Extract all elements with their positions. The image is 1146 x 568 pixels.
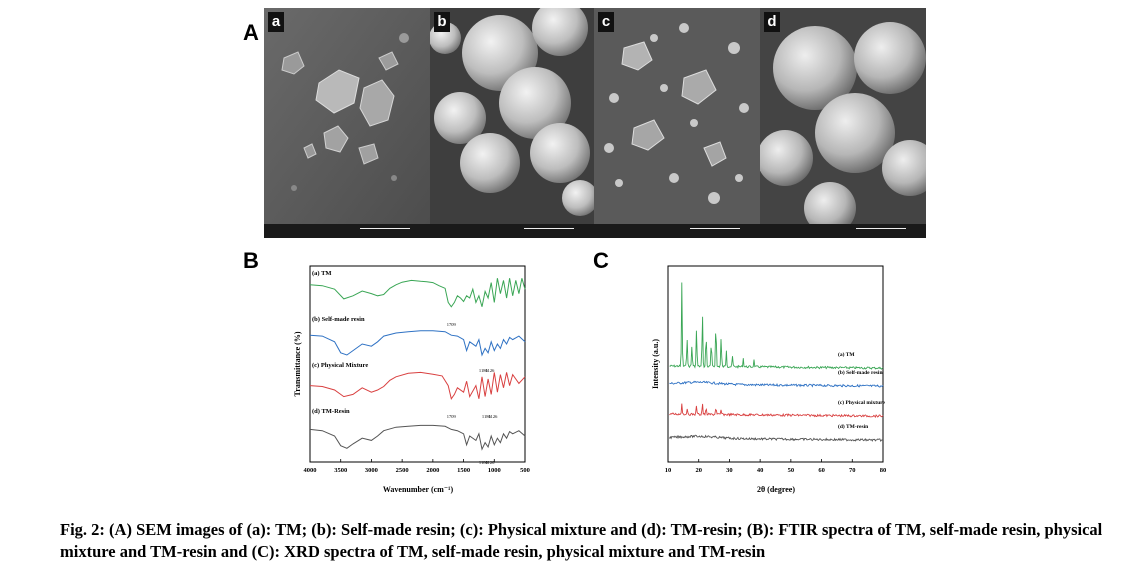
xrd-y-axis-label: Intensity (a.u.)	[651, 339, 660, 389]
xrd-plot-frame	[667, 265, 884, 463]
ftir-x-tick-label: 3000	[365, 467, 378, 474]
sem-image-tm-resin: d	[760, 8, 926, 238]
ftir-peak-annotation: 1709	[447, 322, 457, 327]
ftir-x-tick-label: 2000	[426, 467, 439, 474]
xrd-series-label: (a) TM	[838, 351, 855, 358]
sem-label-d: d	[764, 12, 780, 32]
ftir-series-label: (c) Physical Mixture	[312, 362, 368, 369]
xrd-tick-group: 10 20 30 40 50 60 70 80	[665, 459, 887, 474]
xrd-x-tick-label: 60	[818, 467, 825, 474]
ftir-peak-annotation: 1126	[489, 414, 499, 419]
xrd-x-tick-label: 70	[849, 467, 856, 474]
ftir-x-tick-label: 3500	[334, 467, 347, 474]
xrd-x-axis-label: 2θ (degree)	[757, 485, 795, 494]
sem-info-bar	[264, 224, 430, 238]
xrd-series-line	[669, 434, 884, 442]
sem-image-strip: a b	[264, 8, 926, 238]
xrd-chart: (a) TM (b) Self-made resin (c) Physical mi…	[651, 265, 887, 494]
xrd-x-tick-label: 20	[695, 467, 702, 474]
sem-label-c: c	[598, 12, 614, 32]
ftir-peak-annotation: 1126	[486, 368, 496, 373]
ftir-x-tick-label: 2500	[396, 467, 409, 474]
xrd-series-label: (b) Self-made resin	[838, 369, 883, 376]
sem-mixture-micrograph	[594, 8, 760, 238]
ftir-peak-annotation: 1126	[486, 460, 496, 465]
sem-resin-micrograph	[430, 8, 594, 238]
ftir-series-line	[309, 278, 526, 308]
ftir-series-label: (d) TM-Resin	[312, 408, 350, 415]
sem-image-self-made-resin: b	[430, 8, 594, 238]
ftir-series-line	[309, 330, 526, 357]
ftir-peak-annotation: 1186	[479, 368, 489, 373]
ftir-series-label: (b) Self-made resin	[312, 316, 365, 323]
ftir-plot-frame	[309, 265, 526, 463]
ftir-x-axis-label: Wavenumber (cm⁻¹)	[383, 485, 454, 494]
sem-info-bar	[760, 224, 926, 238]
xrd-series-line	[669, 282, 884, 370]
xrd-series-group: (a) TM (b) Self-made resin (c) Physical mi…	[669, 282, 886, 442]
xrd-series-label: (c) Physical mixture	[838, 399, 886, 406]
ftir-series-line	[309, 371, 526, 400]
xrd-series-line	[669, 380, 884, 388]
xrd-series-line	[669, 403, 884, 419]
ftir-peak-annotation: 1709	[447, 414, 457, 419]
sem-label-a: a	[268, 12, 284, 32]
ftir-series-line	[309, 424, 526, 451]
xrd-series-label: (d) TM-resin	[838, 423, 868, 430]
ftir-x-tick-label: 1000	[488, 467, 501, 474]
sem-image-tm: a	[264, 8, 430, 238]
ftir-series-label: (a) TM	[312, 270, 332, 277]
xrd-x-tick-label: 30	[726, 467, 733, 474]
ftir-peak-annotation: 1186	[482, 414, 492, 419]
xrd-x-tick-label: 50	[788, 467, 795, 474]
xrd-x-tick-label: 80	[880, 467, 887, 474]
ftir-x-tick-label: 4000	[304, 467, 317, 474]
sem-tm-micrograph	[264, 8, 430, 238]
ftir-x-tick-label: 500	[520, 467, 530, 474]
xrd-x-tick-label: 40	[757, 467, 764, 474]
ftir-tick-group: 4000 3500 3000 2500 2000 1500 1000 500	[304, 459, 530, 474]
xrd-x-tick-label: 10	[665, 467, 672, 474]
sem-info-bar	[594, 224, 760, 238]
ftir-x-tick-label: 1500	[457, 467, 470, 474]
sem-tm-resin-micrograph	[760, 8, 926, 238]
panel-b-letter: B	[243, 248, 259, 273]
panel-c-letter: C	[593, 248, 609, 273]
sem-info-bar	[430, 224, 594, 238]
ftir-peak-annotation: 1186	[479, 460, 489, 465]
panel-a-letter: A	[243, 20, 259, 45]
ftir-y-axis-label: Transmittance (%)	[293, 331, 302, 396]
figure-caption: Fig. 2: (A) SEM images of (a): TM; (b): …	[60, 520, 1103, 561]
sem-image-physical-mixture: c	[594, 8, 760, 238]
sem-label-b: b	[434, 12, 450, 32]
